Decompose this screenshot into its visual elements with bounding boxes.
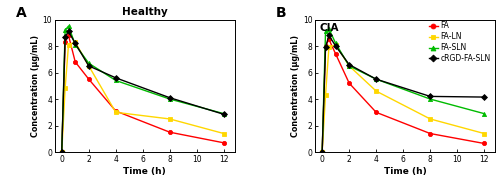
FA-LN — [113, 111, 119, 113]
FA-SLN — [427, 98, 433, 100]
FA-LN — [86, 65, 92, 67]
FA-SLN — [326, 28, 332, 30]
Text: A: A — [16, 6, 26, 20]
Text: B: B — [276, 6, 286, 20]
FA-SLN — [322, 30, 328, 33]
cRGD-FA-SLN — [332, 45, 338, 47]
Y-axis label: Concentration (μg/mL): Concentration (μg/mL) — [31, 35, 40, 137]
cRGD-FA-SLN — [86, 65, 92, 67]
FA — [322, 45, 328, 47]
FA-LN — [427, 118, 433, 120]
Legend: FA, FA-LN, FA-SLN, cRGD-FA-SLN: FA, FA-LN, FA-SLN, cRGD-FA-SLN — [428, 21, 491, 64]
FA — [346, 82, 352, 84]
cRGD-FA-SLN — [59, 151, 65, 153]
FA-LN — [62, 87, 68, 90]
Line: FA-SLN: FA-SLN — [60, 24, 226, 154]
FA — [59, 151, 65, 153]
Line: FA-SLN: FA-SLN — [320, 27, 486, 154]
Line: FA: FA — [320, 37, 486, 154]
cRGD-FA-SLN — [72, 42, 78, 44]
FA-LN — [221, 132, 227, 135]
FA — [373, 111, 379, 113]
cRGD-FA-SLN — [319, 151, 325, 153]
FA-LN — [319, 151, 325, 153]
FA-SLN — [62, 29, 68, 31]
Text: CIA: CIA — [319, 23, 338, 34]
FA-LN — [322, 94, 328, 96]
cRGD-FA-SLN — [373, 78, 379, 80]
FA-LN — [481, 132, 487, 135]
FA-SLN — [221, 113, 227, 115]
X-axis label: Time (h): Time (h) — [384, 167, 426, 176]
X-axis label: Time (h): Time (h) — [124, 167, 166, 176]
FA-SLN — [346, 65, 352, 67]
FA-SLN — [113, 79, 119, 82]
FA-SLN — [481, 113, 487, 115]
FA-SLN — [332, 42, 338, 44]
FA — [66, 34, 71, 37]
FA-LN — [167, 118, 173, 120]
FA — [167, 131, 173, 133]
Line: cRGD-FA-SLN: cRGD-FA-SLN — [320, 33, 486, 154]
FA-LN — [346, 65, 352, 67]
Title: Healthy: Healthy — [122, 7, 168, 17]
FA — [113, 110, 119, 112]
cRGD-FA-SLN — [167, 97, 173, 99]
FA-LN — [373, 90, 379, 92]
cRGD-FA-SLN — [346, 63, 352, 66]
FA-LN — [66, 43, 71, 46]
FA — [62, 41, 68, 43]
cRGD-FA-SLN — [427, 95, 433, 98]
Y-axis label: Concentration (μg/mL): Concentration (μg/mL) — [291, 35, 300, 137]
FA — [332, 53, 338, 55]
FA-SLN — [373, 78, 379, 80]
FA — [72, 61, 78, 63]
FA-LN — [326, 46, 332, 49]
FA — [481, 142, 487, 145]
FA-SLN — [72, 43, 78, 46]
FA-SLN — [167, 98, 173, 100]
cRGD-FA-SLN — [62, 35, 68, 38]
cRGD-FA-SLN — [66, 30, 71, 33]
FA — [427, 132, 433, 135]
FA-SLN — [66, 25, 71, 27]
FA-LN — [332, 43, 338, 46]
cRGD-FA-SLN — [326, 34, 332, 37]
cRGD-FA-SLN — [322, 46, 328, 49]
FA — [221, 142, 227, 144]
FA-LN — [59, 151, 65, 153]
cRGD-FA-SLN — [113, 77, 119, 79]
cRGD-FA-SLN — [221, 113, 227, 115]
FA-LN — [72, 41, 78, 43]
Line: FA-LN: FA-LN — [60, 40, 226, 154]
FA-SLN — [319, 151, 325, 153]
Line: FA: FA — [60, 33, 226, 154]
FA-SLN — [86, 62, 92, 64]
cRGD-FA-SLN — [481, 96, 487, 98]
FA — [326, 38, 332, 41]
FA — [319, 151, 325, 153]
FA — [86, 78, 92, 80]
Line: FA-LN: FA-LN — [320, 43, 486, 154]
FA-SLN — [59, 151, 65, 153]
Line: cRGD-FA-SLN: cRGD-FA-SLN — [60, 29, 226, 154]
